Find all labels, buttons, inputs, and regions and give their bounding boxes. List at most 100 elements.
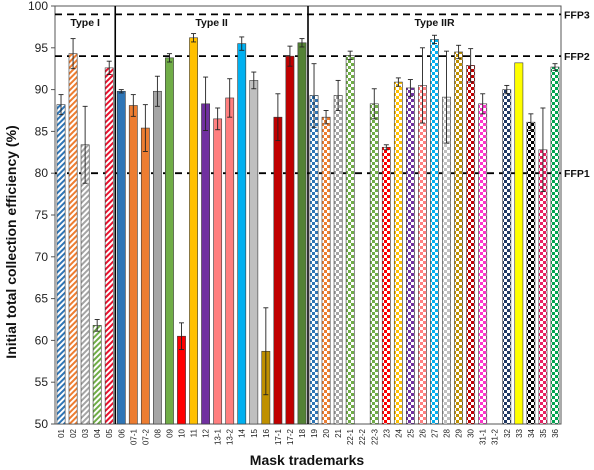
x-tick-label: 26 — [418, 428, 427, 437]
x-tick-label: 15 — [250, 428, 259, 437]
bar — [466, 65, 476, 425]
reference-line-label: FFP1 — [564, 168, 590, 180]
group-label: Type I — [70, 17, 100, 29]
bar — [104, 67, 114, 425]
bar — [140, 127, 150, 425]
x-tick-label: 18 — [298, 428, 307, 437]
bar — [369, 103, 379, 425]
bar — [68, 53, 78, 425]
x-tick-label: 01 — [57, 428, 66, 437]
x-tick-label: 35 — [539, 428, 548, 437]
bar — [225, 97, 235, 425]
bar — [393, 81, 403, 425]
x-tick-label: 25 — [406, 428, 415, 437]
group-label: Type II — [195, 17, 228, 29]
x-tick-label: 29 — [455, 428, 464, 437]
bar — [285, 55, 295, 425]
x-tick-label: 33 — [515, 428, 524, 437]
x-tick-label: 30 — [467, 428, 476, 437]
x-tick-label: 02 — [69, 428, 78, 437]
bar — [321, 116, 331, 425]
bar — [56, 104, 66, 425]
x-tick-label: 06 — [117, 428, 126, 437]
bar — [165, 57, 174, 425]
bar — [297, 42, 307, 425]
x-tick-label: 34 — [527, 428, 536, 437]
bar — [502, 89, 512, 425]
reference-line-label: FFP2 — [564, 51, 590, 63]
y-tick-label: 70 — [35, 250, 49, 264]
bar — [333, 95, 343, 425]
y-tick-label: 55 — [35, 375, 49, 389]
x-tick-label: 11 — [190, 428, 199, 437]
y-tick-label: 60 — [35, 333, 49, 347]
y-tick-label: 75 — [35, 208, 49, 222]
y-tick-label: 50 — [35, 417, 49, 431]
group-label: Type IIR — [414, 17, 454, 29]
x-tick-label: 16 — [262, 428, 271, 437]
y-tick-label: 65 — [35, 292, 49, 306]
x-tick-label: 07-1 — [129, 428, 138, 445]
x-tick-label: 22-2 — [358, 428, 367, 445]
bar — [550, 66, 560, 425]
bar — [128, 105, 138, 425]
bar — [116, 90, 126, 425]
y-tick-label: 95 — [35, 41, 49, 55]
bar — [418, 85, 427, 425]
x-tick-label: 31-2 — [491, 428, 500, 445]
x-tick-label: 08 — [153, 428, 162, 437]
bar — [153, 90, 162, 425]
x-tick-label: 13-2 — [226, 428, 235, 445]
reference-line-label: FFP3 — [564, 9, 590, 21]
x-tick-label: 32 — [503, 428, 512, 437]
x-tick-label: 03 — [81, 428, 90, 437]
x-tick-label: 13-1 — [214, 428, 223, 445]
bar — [309, 95, 319, 425]
bar — [526, 121, 536, 425]
x-tick-label: 17-2 — [286, 428, 295, 445]
x-tick-label: 24 — [394, 428, 403, 437]
x-tick-label: 22-1 — [346, 428, 355, 445]
x-tick-label: 22-3 — [370, 428, 379, 445]
x-tick-label: 27 — [431, 428, 440, 437]
x-tick-label: 36 — [551, 428, 560, 437]
x-tick-label: 28 — [443, 428, 452, 437]
bar — [189, 37, 198, 425]
x-tick-label: 23 — [382, 428, 391, 437]
bar — [478, 103, 488, 425]
x-tick-label: 12 — [202, 428, 211, 437]
x-tick-label: 04 — [93, 428, 102, 437]
bar — [381, 146, 391, 425]
x-tick-label: 31-1 — [479, 428, 488, 445]
x-tick-label: 07-2 — [141, 428, 150, 445]
bar — [92, 325, 102, 425]
bar — [201, 103, 210, 425]
y-tick-label: 90 — [35, 83, 49, 97]
x-tick-label: 19 — [310, 428, 319, 437]
x-tick-label: 14 — [238, 428, 247, 437]
x-tick-label: 09 — [165, 428, 174, 437]
bar — [273, 116, 283, 425]
x-tick-label: 10 — [178, 428, 187, 437]
bar — [406, 87, 415, 425]
y-axis-title: Initial total collection efficiency (%) — [3, 125, 19, 358]
bar — [454, 51, 463, 425]
bar — [213, 118, 223, 425]
bar — [514, 62, 524, 425]
bar — [345, 55, 355, 425]
x-tick-label: 17-1 — [274, 428, 283, 445]
x-tick-label: 05 — [105, 428, 114, 437]
bar — [237, 43, 247, 425]
y-tick-label: 80 — [35, 166, 49, 180]
bar — [249, 80, 259, 425]
y-tick-label: 85 — [35, 124, 49, 138]
x-tick-label: 21 — [334, 428, 343, 437]
bar — [442, 96, 451, 425]
x-tick-label: 20 — [322, 428, 331, 437]
bar — [80, 144, 90, 425]
bar — [430, 39, 439, 425]
y-tick-label: 100 — [28, 0, 48, 13]
x-axis-title: Mask trademarks — [250, 452, 365, 468]
